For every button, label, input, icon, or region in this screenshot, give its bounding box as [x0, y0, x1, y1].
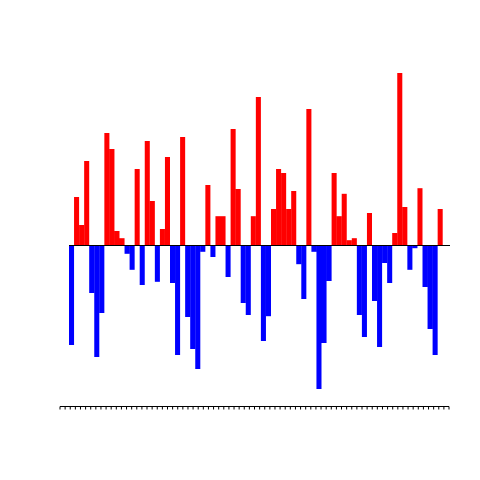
- bar-58: [356, 245, 362, 315]
- bar-54: [336, 216, 342, 245]
- bar-68: [407, 245, 413, 270]
- bar-15: [139, 245, 145, 285]
- bar-72: [427, 245, 433, 329]
- bar-59: [361, 245, 367, 337]
- bar-52: [326, 245, 332, 281]
- bar-18: [154, 245, 160, 282]
- bar-13: [129, 245, 135, 270]
- bar-10: [114, 231, 120, 245]
- bar-64: [387, 245, 393, 283]
- bar-16: [144, 141, 150, 245]
- bar-24: [185, 245, 191, 317]
- bar-26: [195, 245, 201, 369]
- bar-27: [200, 245, 206, 252]
- bar-51: [321, 245, 327, 343]
- bar-69: [412, 245, 418, 249]
- bar-42: [276, 169, 282, 245]
- bar-5: [89, 245, 95, 293]
- bar-44: [286, 209, 292, 245]
- bar-67: [402, 207, 408, 245]
- bar-71: [422, 245, 428, 287]
- bar-65: [392, 233, 398, 245]
- bar-11: [119, 238, 125, 245]
- bar-38: [255, 97, 261, 245]
- bar-36: [245, 245, 251, 315]
- bar-23: [180, 137, 186, 245]
- bar-40: [265, 245, 271, 317]
- bar-43: [281, 173, 287, 245]
- bar-31: [220, 216, 226, 245]
- bar-21: [170, 245, 176, 283]
- bar-3: [79, 225, 85, 245]
- bar-1: [69, 245, 75, 345]
- bar-46: [296, 245, 302, 265]
- bar-14: [134, 169, 140, 245]
- bar-4: [84, 161, 90, 245]
- bar-19: [159, 229, 165, 245]
- bar-63: [382, 245, 388, 263]
- bar-55: [341, 193, 347, 245]
- bar-39: [260, 245, 266, 341]
- bar-9: [109, 149, 115, 245]
- bar-70: [417, 188, 423, 245]
- bar-45: [291, 191, 297, 245]
- bar-56: [346, 240, 352, 245]
- bar-25: [190, 245, 196, 349]
- x-axis: [59, 406, 450, 410]
- bar-53: [331, 173, 337, 245]
- bar-34: [235, 189, 241, 245]
- bar-30: [215, 216, 221, 245]
- bar-12: [124, 245, 130, 254]
- bar-57: [351, 238, 357, 245]
- bar-48: [306, 109, 312, 245]
- x-ticks-group: [59, 406, 450, 410]
- bar-35: [240, 245, 246, 303]
- bar-7: [99, 245, 105, 313]
- bar-50: [316, 245, 322, 389]
- bar-33: [230, 129, 236, 245]
- bar-28: [205, 185, 211, 245]
- bar-62: [377, 245, 383, 347]
- bar-37: [250, 216, 256, 245]
- bar-22: [175, 245, 181, 355]
- bar-8: [104, 133, 110, 245]
- bar-20: [164, 157, 170, 245]
- bar-47: [301, 245, 307, 299]
- bar-60: [366, 213, 372, 245]
- bar-66: [397, 73, 403, 245]
- bar-2: [74, 197, 80, 245]
- bar-17: [149, 201, 155, 245]
- bar-32: [225, 245, 231, 277]
- bar-29: [210, 245, 216, 257]
- bar-49: [311, 245, 317, 252]
- bar-41: [271, 209, 277, 245]
- bar-73: [432, 245, 438, 355]
- bar-6: [94, 245, 100, 357]
- bar-74: [437, 209, 443, 245]
- bars-group: [69, 73, 443, 389]
- bar-61: [372, 245, 378, 301]
